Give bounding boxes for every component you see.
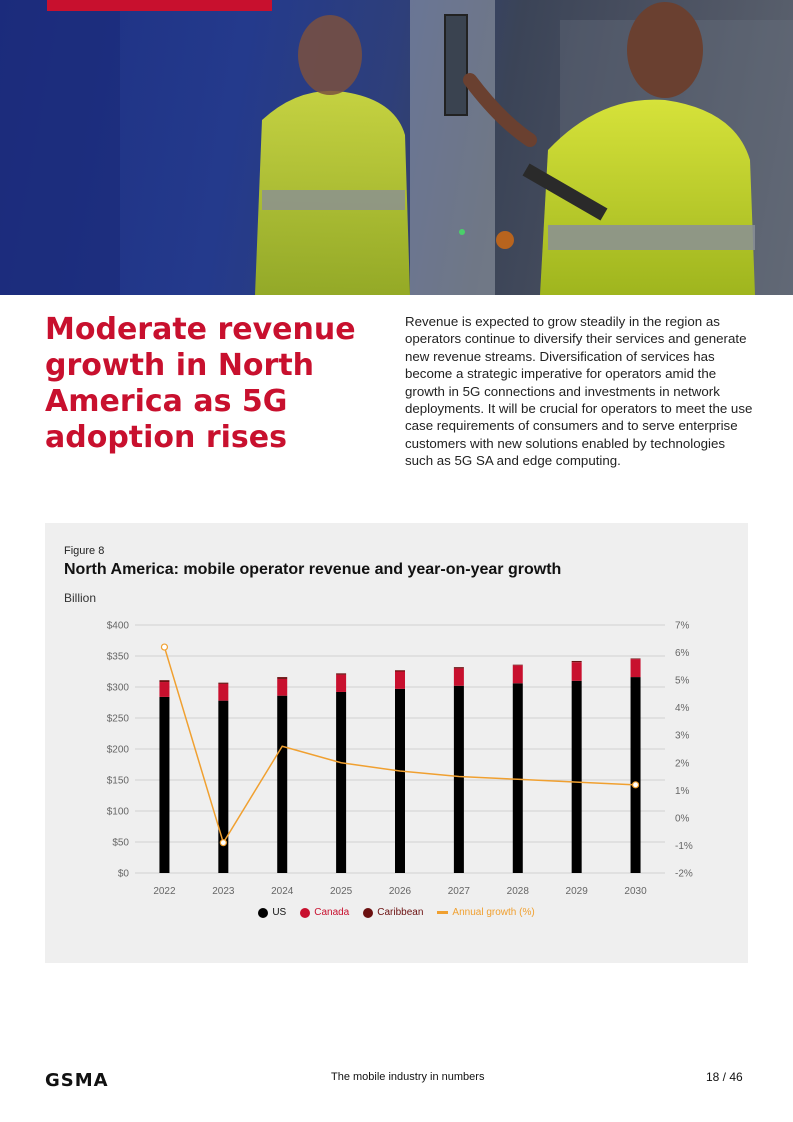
legend-swatch-canada	[300, 907, 311, 918]
y-tick-label: $150	[107, 776, 130, 787]
x-tick-label: 2027	[448, 886, 471, 897]
y-tick-label: $300	[107, 683, 130, 694]
bar-caribbean	[159, 680, 170, 683]
bar-us	[159, 696, 170, 873]
x-tick-label: 2023	[212, 886, 235, 897]
y-tick-label: $50	[112, 838, 129, 849]
hero-photo	[0, 0, 793, 295]
growth-point	[631, 781, 640, 789]
figure-unit-label: Billion	[64, 591, 97, 605]
y2-tick-label: 2%	[675, 758, 690, 769]
bar-caribbean	[218, 682, 229, 684]
bar-canada	[277, 678, 288, 696]
bar-caribbean	[336, 673, 347, 675]
y-tick-label: $400	[107, 621, 130, 632]
legend-label-us: US	[272, 907, 287, 918]
bar-canada	[630, 659, 641, 678]
bar-caribbean	[512, 664, 523, 666]
growth-point	[160, 643, 169, 651]
x-tick-label: 2026	[389, 886, 412, 897]
legend-label-canada: Canada	[314, 907, 350, 918]
growth-point	[219, 839, 227, 847]
bar-us	[571, 680, 582, 873]
bar-us	[218, 700, 229, 873]
y2-tick-label: 1%	[675, 786, 690, 797]
bar-canada	[453, 668, 464, 686]
bar-caribbean	[395, 670, 405, 672]
legend-swatch-caribbean	[363, 907, 374, 918]
bar-caribbean	[630, 658, 641, 660]
y-tick-label: $200	[107, 745, 130, 756]
y2-tick-label: 6%	[675, 648, 690, 659]
x-tick-label: 2025	[330, 886, 353, 897]
y2-tick-label: 4%	[675, 703, 690, 714]
bar-canada	[571, 662, 582, 681]
bar-canada	[336, 674, 347, 692]
legend-label-growth: Annual growth (%)	[452, 907, 535, 918]
accent-bar	[47, 0, 272, 11]
y-tick-label: $250	[107, 714, 130, 725]
page-number: 18 / 46	[706, 1070, 743, 1084]
y2-tick-label: 7%	[675, 621, 690, 632]
bar-canada	[159, 682, 170, 697]
bar-caribbean	[571, 660, 582, 663]
bar-us	[630, 677, 641, 873]
bar-us	[395, 688, 405, 873]
bar-canada	[512, 665, 523, 684]
bar-us	[512, 683, 523, 873]
bar-caribbean	[277, 677, 288, 679]
legend-item-growth: Annual growth (%)	[437, 907, 535, 918]
growth-line	[163, 646, 636, 845]
legend-label-caribbean: Caribbean	[377, 907, 424, 918]
figure-title: North America: mobile operator revenue a…	[64, 561, 562, 578]
bar-canada	[395, 671, 405, 689]
y2-tick-label: -1%	[675, 841, 693, 852]
chart-legend: US Canada Caribbean Annual growth (%)	[45, 907, 748, 918]
y-tick-label: $0	[118, 869, 130, 880]
x-tick-label: 2029	[566, 886, 589, 897]
figure-panel: Figure 8 North America: mobile operator …	[45, 523, 748, 963]
page-headline: Moderate revenue growth in North America…	[45, 312, 356, 455]
footer-publication-title: The mobile industry in numbers	[331, 1071, 485, 1083]
x-tick-label: 2030	[624, 886, 647, 897]
x-tick-label: 2022	[153, 886, 176, 897]
y2-tick-label: 3%	[675, 731, 690, 742]
figure-label: Figure 8	[64, 545, 105, 557]
legend-item-canada: Canada	[300, 907, 349, 918]
x-tick-label: 2024	[271, 886, 294, 897]
bar-caribbean	[453, 667, 464, 669]
bar-us	[453, 685, 464, 873]
intro-paragraph: Revenue is expected to grow steadily in …	[405, 314, 753, 469]
legend-item-caribbean: Caribbean	[363, 907, 423, 918]
hero-photo-illustration	[0, 0, 793, 295]
legend-swatch-us	[258, 907, 269, 918]
y2-tick-label: -2%	[675, 869, 693, 880]
legend-item-us: US	[258, 907, 286, 918]
bar-us	[336, 691, 347, 873]
bar-canada	[218, 683, 229, 701]
gsma-logo: GSMA	[45, 1070, 109, 1091]
y2-tick-label: 5%	[675, 676, 690, 687]
legend-swatch-growth	[437, 911, 449, 914]
revenue-chart: $0 $50 $100 $150 $200 $250 $300 $350 $400 -2% -1% 0…	[107, 621, 693, 898]
y-tick-label: $350	[107, 652, 130, 663]
bar-us	[277, 695, 288, 873]
y2-tick-label: 0%	[675, 813, 690, 824]
x-tick-label: 2028	[507, 886, 530, 897]
y-tick-label: $100	[107, 807, 130, 818]
